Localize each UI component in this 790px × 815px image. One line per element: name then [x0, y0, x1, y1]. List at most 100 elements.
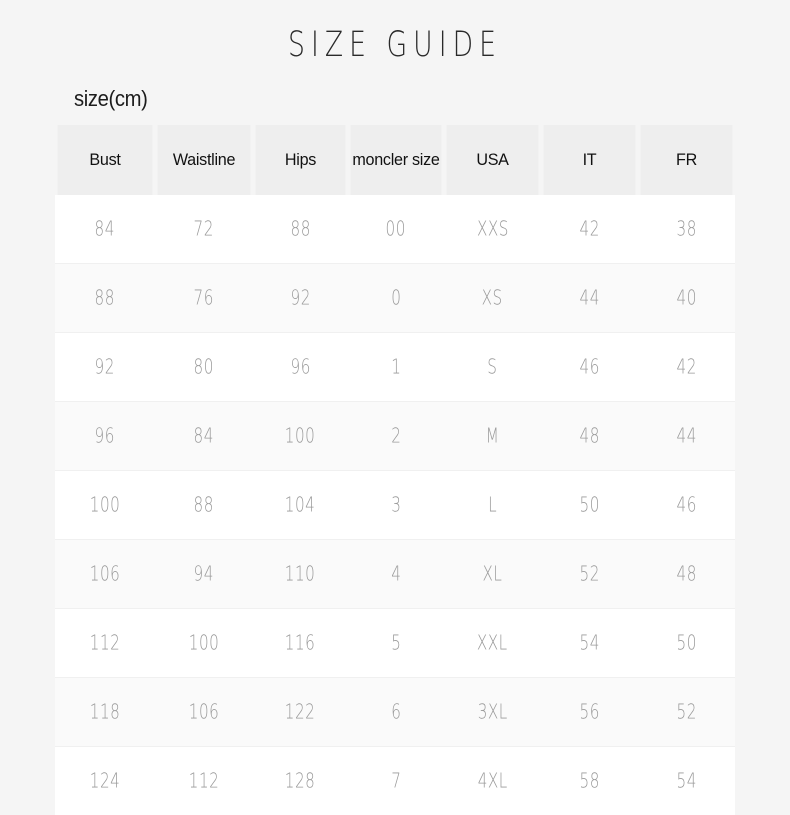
cell-value: XL	[483, 562, 503, 585]
cell-value: 96	[290, 355, 310, 378]
cell-value: 106	[189, 700, 219, 723]
cell-value: 6	[391, 700, 401, 723]
cell-value: 4	[391, 562, 401, 585]
cell-value: 112	[90, 631, 120, 654]
cell-value: 38	[676, 217, 696, 240]
table-cell-usa: XXL	[444, 609, 541, 678]
cell-value: XS	[482, 286, 503, 309]
table-cell-usa: XL	[444, 540, 541, 609]
cell-value: 3XL	[478, 700, 508, 723]
table-cell-waistline: 76	[155, 264, 253, 333]
table-cell-it: 44	[541, 264, 638, 333]
cell-value: 48	[579, 424, 599, 447]
cell-value: 44	[579, 286, 599, 309]
table-cell-waistline: 100	[155, 609, 253, 678]
cell-value: 54	[676, 769, 696, 792]
table-cell-waistline: 84	[155, 402, 253, 471]
cell-value: 72	[194, 217, 214, 240]
cell-value: 4XL	[478, 769, 508, 792]
table-cell-moncler-size: 2	[348, 402, 444, 471]
cell-value: 7	[391, 769, 401, 792]
table-cell-fr: 52	[638, 678, 735, 747]
cell-value: 96	[95, 424, 115, 447]
table-cell-it: 52	[541, 540, 638, 609]
column-header-moncler-size: moncler size	[350, 125, 441, 195]
cell-value: 122	[285, 700, 315, 723]
table-cell-usa: S	[444, 333, 541, 402]
table-cell-usa: XXS	[444, 195, 541, 264]
cell-value: 1	[391, 355, 401, 378]
table-cell-hips: 116	[253, 609, 348, 678]
cell-value: 92	[290, 286, 310, 309]
table-cell-fr: 44	[638, 402, 735, 471]
table-cell-hips: 96	[253, 333, 348, 402]
cell-value: 40	[676, 286, 696, 309]
table-cell-it: 50	[541, 471, 638, 540]
cell-value: 42	[676, 355, 696, 378]
cell-value: 56	[579, 700, 599, 723]
cell-value: 100	[189, 631, 219, 654]
table-cell-hips: 88	[253, 195, 348, 264]
table-cell-bust: 84	[55, 195, 155, 264]
cell-value: 50	[676, 631, 696, 654]
cell-value: 52	[676, 700, 696, 723]
table-cell-hips: 92	[253, 264, 348, 333]
table-cell-hips: 104	[253, 471, 348, 540]
table-cell-waistline: 88	[155, 471, 253, 540]
column-header-hips: Hips	[255, 125, 345, 195]
cell-value: 48	[676, 562, 696, 585]
table-cell-fr: 40	[638, 264, 735, 333]
column-header-waistline: Waistline	[157, 125, 250, 195]
table-cell-hips: 122	[253, 678, 348, 747]
column-header-usa: USA	[446, 125, 538, 195]
size-unit-caption: size(cm)	[74, 86, 148, 112]
table-cell-moncler-size: 1	[348, 333, 444, 402]
column-header-fr: FR	[640, 125, 732, 195]
cell-value: 88	[290, 217, 310, 240]
table-cell-hips: 100	[253, 402, 348, 471]
cell-value: 124	[90, 769, 120, 792]
table-cell-fr: 46	[638, 471, 735, 540]
table-row: 106 94 110 4 XL 52 48	[55, 540, 735, 609]
table-cell-bust: 96	[55, 402, 155, 471]
cell-value: M	[486, 424, 500, 447]
table-cell-fr: 48	[638, 540, 735, 609]
cell-value: 100	[90, 493, 120, 516]
cell-value: 2	[391, 424, 401, 447]
cell-value: 94	[194, 562, 214, 585]
cell-value: 52	[579, 562, 599, 585]
cell-value: XXL	[477, 631, 508, 654]
cell-value: 112	[189, 769, 219, 792]
cell-value: 5	[391, 631, 401, 654]
table-cell-it: 54	[541, 609, 638, 678]
table-cell-moncler-size: 6	[348, 678, 444, 747]
cell-value: 84	[95, 217, 115, 240]
cell-value: 44	[676, 424, 696, 447]
table-cell-waistline: 106	[155, 678, 253, 747]
table-cell-it: 42	[541, 195, 638, 264]
table-cell-bust: 92	[55, 333, 155, 402]
table-cell-moncler-size: 3	[348, 471, 444, 540]
cell-value: 104	[285, 493, 315, 516]
page-title: SIZE GUIDE	[55, 28, 734, 63]
column-header-it: IT	[543, 125, 635, 195]
table-cell-bust: 106	[55, 540, 155, 609]
cell-value: 3	[391, 493, 401, 516]
table-cell-usa: M	[444, 402, 541, 471]
table-cell-moncler-size: 4	[348, 540, 444, 609]
table-cell-hips: 110	[253, 540, 348, 609]
table-row: 118 106 122 6 3XL 56 52	[55, 678, 735, 747]
table-cell-bust: 118	[55, 678, 155, 747]
cell-value: 00	[386, 217, 406, 240]
cell-value: S	[487, 355, 497, 378]
table-cell-moncler-size: 00	[348, 195, 444, 264]
table-cell-fr: 50	[638, 609, 735, 678]
